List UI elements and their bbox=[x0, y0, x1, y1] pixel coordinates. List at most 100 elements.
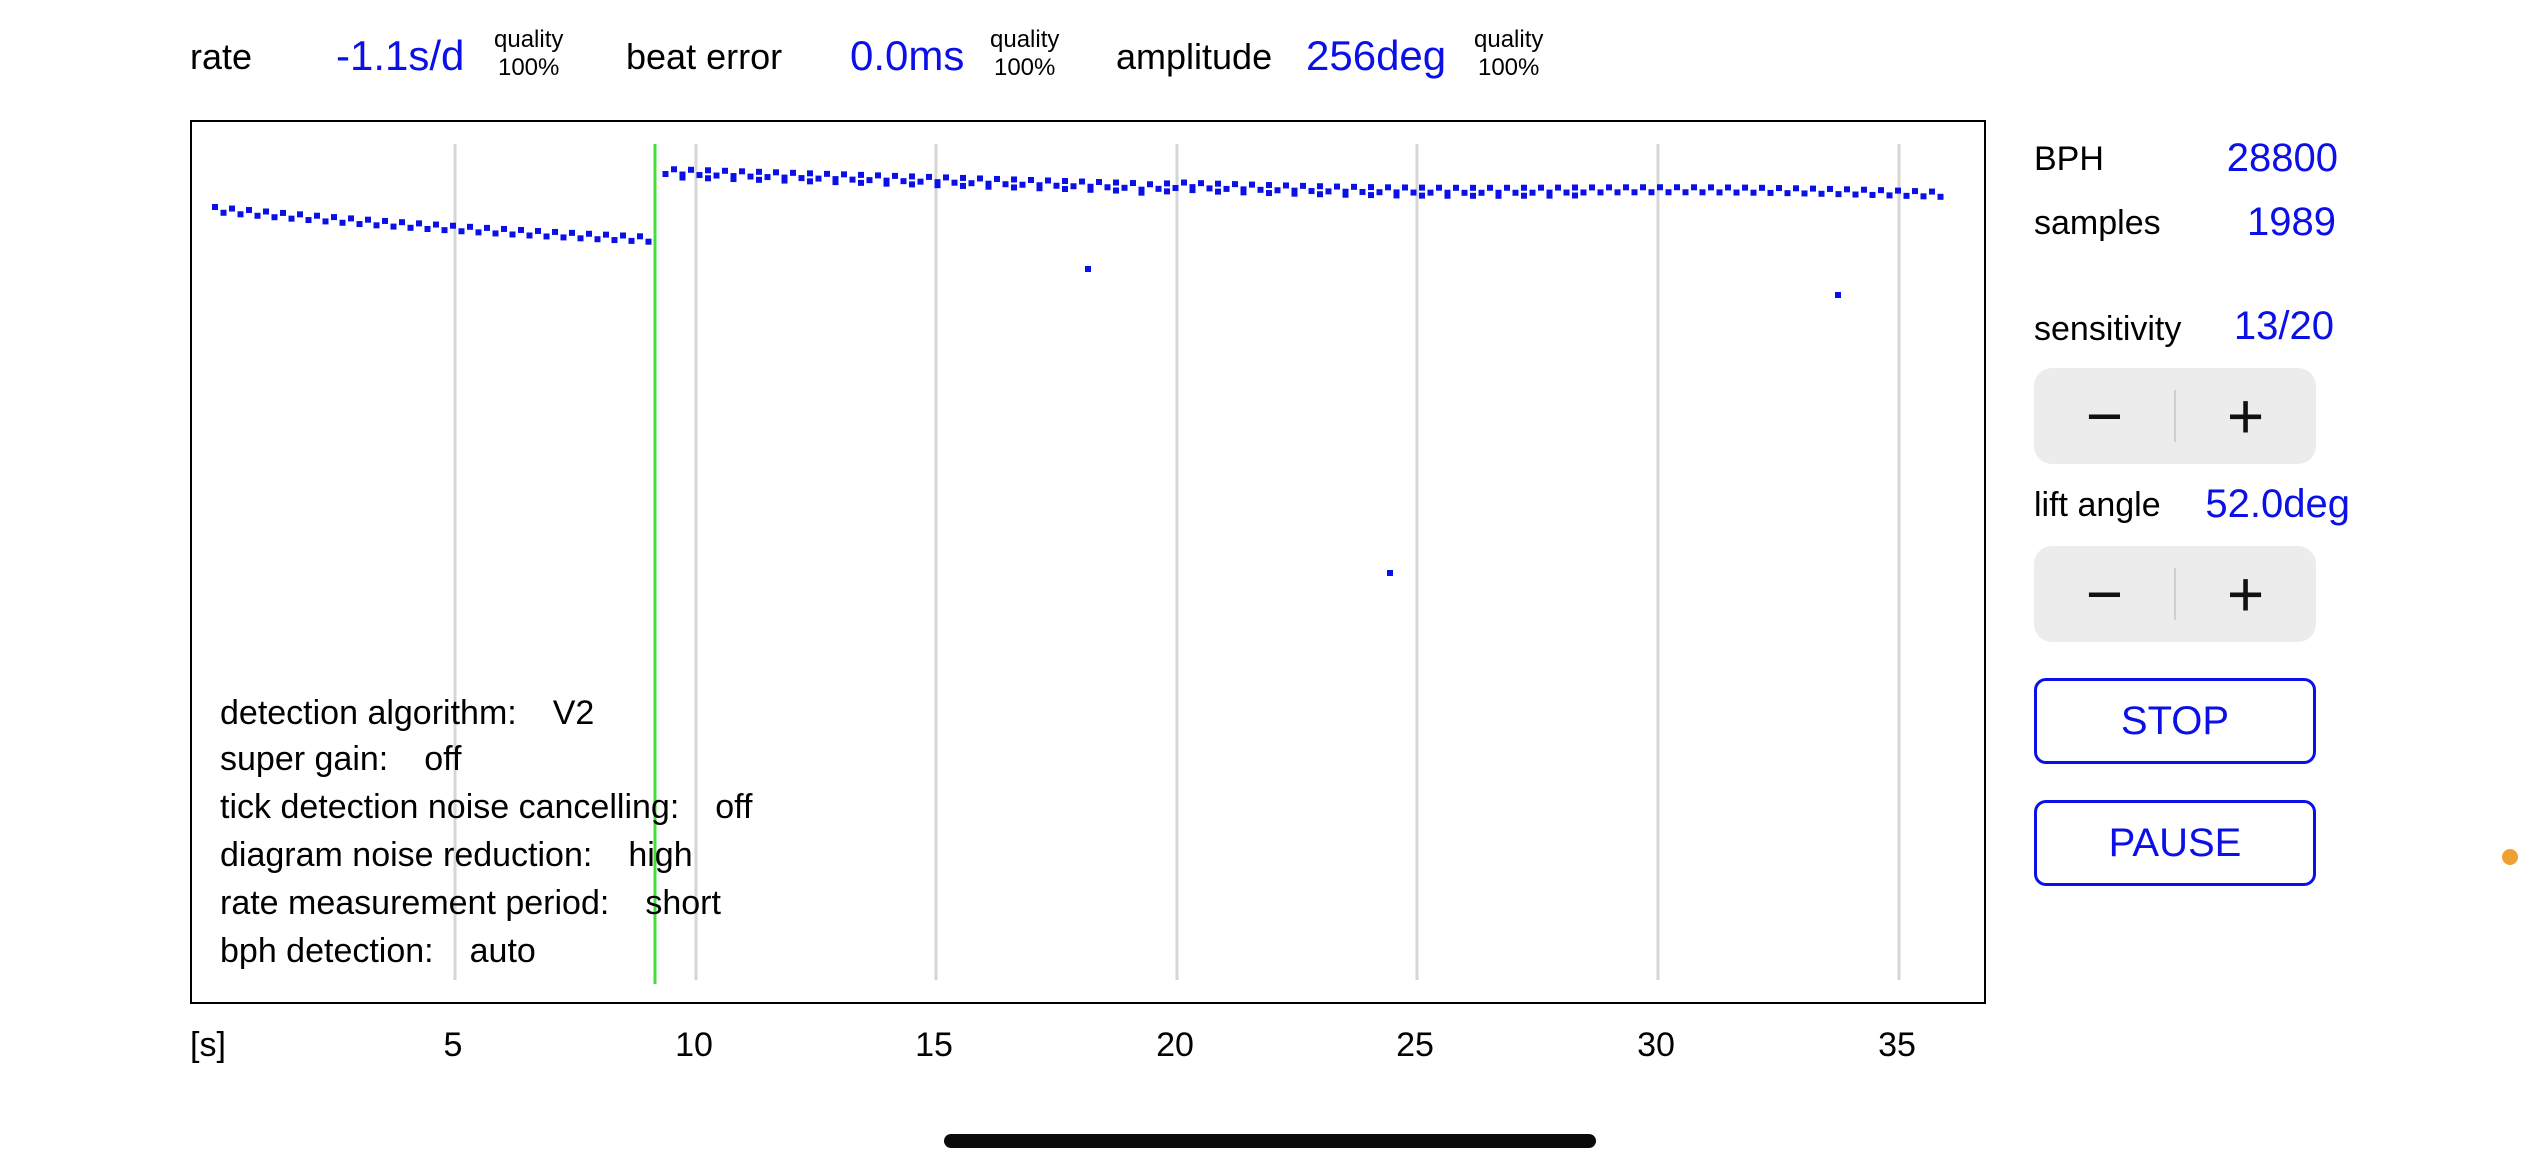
tick-dot bbox=[1640, 184, 1646, 191]
rate-value: -1.1s/d bbox=[336, 32, 465, 79]
tick-dot bbox=[849, 176, 856, 183]
home-indicator[interactable] bbox=[944, 1134, 1596, 1148]
tick-dot bbox=[1393, 192, 1400, 199]
tick-dot bbox=[688, 166, 694, 173]
tick-dot bbox=[246, 207, 252, 214]
tick-dot bbox=[841, 171, 847, 178]
tick-dot bbox=[1512, 189, 1519, 196]
tick-dot bbox=[1240, 186, 1247, 193]
tick-dot bbox=[1085, 266, 1091, 272]
tick-dot bbox=[1614, 189, 1621, 196]
tick-dot bbox=[1665, 189, 1672, 196]
tick-dot bbox=[671, 166, 677, 173]
tick-dot bbox=[1164, 188, 1170, 195]
tick-dot bbox=[1266, 190, 1272, 197]
sensitivity-increase-button[interactable]: + bbox=[2226, 380, 2265, 452]
tick-dot bbox=[1470, 184, 1476, 191]
tick-dot bbox=[390, 223, 397, 230]
tick-dot bbox=[934, 182, 941, 189]
tick-dot bbox=[781, 177, 788, 184]
tick-dot bbox=[1419, 192, 1425, 199]
tick-dot bbox=[815, 175, 822, 182]
stepper-divider bbox=[2174, 390, 2176, 442]
tick-dot bbox=[543, 233, 550, 240]
tick-dot bbox=[1691, 184, 1697, 191]
amplitude-label: amplitude bbox=[1116, 36, 1273, 77]
tick-dot bbox=[1742, 184, 1748, 191]
tick-dot bbox=[1172, 184, 1179, 191]
tick-dot bbox=[1844, 186, 1850, 193]
tick-dot bbox=[1104, 184, 1111, 191]
tick-dot bbox=[824, 170, 830, 177]
tick-dot bbox=[1121, 184, 1128, 191]
info-label: rate measurement period: bbox=[220, 884, 610, 922]
tick-dot bbox=[926, 173, 932, 180]
tick-dot bbox=[637, 233, 643, 240]
tick-dot bbox=[1827, 185, 1833, 192]
tick-dot bbox=[1648, 189, 1655, 196]
tick-dot bbox=[1835, 292, 1841, 298]
sensitivity-stepper[interactable]: − + bbox=[2034, 368, 2316, 464]
x-tick-label: 15 bbox=[915, 1026, 953, 1064]
info-label: super gain: bbox=[220, 740, 389, 778]
tick-dot bbox=[994, 175, 1000, 182]
beat-error-quality: quality 100% bbox=[990, 26, 1059, 82]
tick-dot bbox=[1555, 184, 1561, 191]
tick-dot bbox=[1886, 192, 1893, 199]
tick-dot bbox=[1801, 190, 1808, 197]
beat-error-quality-value: 100% bbox=[993, 54, 1056, 81]
lift-angle-increase-button[interactable]: + bbox=[2226, 558, 2265, 630]
lift-angle-decrease-button[interactable]: − bbox=[2085, 558, 2124, 630]
lift-angle-label: lift angle bbox=[2034, 486, 2161, 524]
info-label: bph detection: bbox=[220, 932, 434, 970]
tick-dot bbox=[1869, 191, 1876, 198]
tick-dot bbox=[705, 167, 711, 174]
tick-dot bbox=[1793, 185, 1799, 192]
tick-dot bbox=[1206, 185, 1213, 192]
tick-dot bbox=[892, 172, 898, 179]
info-diagram-noise-reduction: diagram noise reduction: high bbox=[220, 836, 693, 875]
tick-dot bbox=[356, 221, 363, 228]
tick-dot bbox=[1181, 179, 1187, 186]
info-value: auto bbox=[469, 932, 536, 970]
lift-angle-stepper[interactable]: − + bbox=[2034, 546, 2316, 642]
tick-dot bbox=[611, 237, 618, 244]
tick-dot bbox=[535, 227, 541, 234]
pause-button[interactable]: PAUSE bbox=[2034, 800, 2316, 886]
samples-value: 1989 bbox=[2247, 200, 2336, 244]
x-tick-label: 25 bbox=[1396, 1026, 1434, 1064]
tick-dot bbox=[1266, 182, 1272, 189]
tick-dot bbox=[577, 235, 584, 242]
tick-dot bbox=[569, 229, 575, 236]
tick-dot bbox=[1674, 184, 1680, 191]
info-bph-detection: bph detection: auto bbox=[220, 932, 536, 971]
sensitivity-decrease-button[interactable]: − bbox=[2085, 380, 2124, 452]
tick-dot bbox=[807, 178, 813, 185]
tick-dot bbox=[1495, 192, 1502, 199]
stop-button[interactable]: STOP bbox=[2034, 678, 2316, 764]
tick-dot bbox=[220, 209, 227, 216]
tick-dot bbox=[1419, 184, 1425, 191]
tick-dot bbox=[373, 222, 380, 229]
tick-dot bbox=[1325, 188, 1332, 195]
tick-dot bbox=[322, 218, 329, 225]
tick-dot bbox=[773, 169, 779, 176]
tick-dot bbox=[1368, 184, 1374, 191]
tick-dot bbox=[662, 171, 669, 178]
tick-dot bbox=[212, 204, 218, 210]
tick-dot bbox=[586, 230, 592, 237]
tick-dot bbox=[552, 228, 558, 235]
tick-dot bbox=[900, 178, 907, 185]
tick-dot bbox=[229, 205, 235, 212]
tick-dot bbox=[1249, 181, 1255, 188]
tick-dot bbox=[1631, 189, 1638, 196]
tick-dot bbox=[280, 209, 286, 216]
sensitivity-label: sensitivity bbox=[2034, 310, 2182, 348]
tick-dot bbox=[526, 232, 533, 239]
tick-dot bbox=[254, 212, 261, 219]
tick-dot bbox=[1274, 187, 1281, 194]
tick-dot bbox=[1062, 186, 1068, 192]
tick-dot bbox=[696, 172, 703, 179]
tick-dot bbox=[1725, 184, 1731, 191]
tick-dot bbox=[679, 171, 686, 178]
